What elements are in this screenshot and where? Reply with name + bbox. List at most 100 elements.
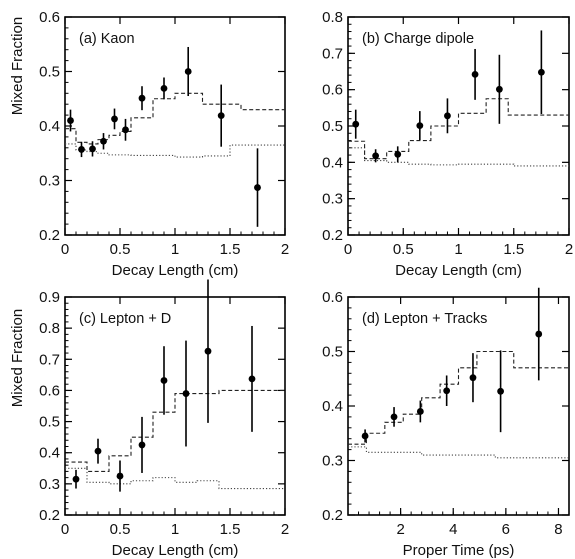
data-point bbox=[249, 376, 256, 383]
data-point bbox=[185, 68, 192, 75]
y-tick-label: 0.8 bbox=[39, 320, 60, 337]
x-tick-label: 0 bbox=[344, 241, 352, 258]
data-point bbox=[73, 476, 80, 483]
y-axis-label-bottom: Mixed Fraction bbox=[9, 309, 26, 407]
x-tick-label: 0.5 bbox=[110, 521, 131, 538]
x-tick-label: 4 bbox=[449, 521, 457, 538]
plot-frame bbox=[348, 297, 569, 515]
x-tick-label: 1 bbox=[171, 521, 179, 538]
data-point bbox=[117, 473, 124, 480]
y-axis-label-top: Mixed Fraction bbox=[9, 17, 26, 115]
data-point bbox=[362, 433, 369, 440]
dashed-step-curve bbox=[65, 93, 285, 144]
y-tick-label: 0.4 bbox=[39, 445, 60, 462]
plot-frame bbox=[65, 17, 285, 235]
x-axis-label: Decay Length (cm) bbox=[112, 542, 239, 559]
data-point bbox=[67, 117, 74, 124]
dotted-step-curve bbox=[348, 447, 569, 458]
x-tick-label: 2 bbox=[281, 521, 289, 538]
data-point bbox=[95, 448, 102, 455]
x-tick-label: 0 bbox=[61, 521, 69, 538]
chart-panel-2: 0 0.5 1 1.5 2 0.2 0.3 0.4 0.5 0.6 0.7 0.8 (b) Charge… bbox=[322, 9, 573, 279]
y-tick-label: 0.6 bbox=[322, 289, 343, 306]
data-point bbox=[254, 184, 261, 191]
data-point bbox=[416, 122, 423, 129]
data-point bbox=[496, 86, 503, 93]
chart-panel-3: 0 0.5 1 1.5 2 0.2 0.3 0.4 0.5 0.6 0.7 0.8 0.9 (c) Lep… bbox=[39, 280, 289, 559]
data-point bbox=[100, 138, 107, 145]
x-tick-label: 8 bbox=[554, 521, 562, 538]
y-tick-label: 0.5 bbox=[39, 64, 60, 81]
y-tick-label: 0.4 bbox=[322, 154, 343, 171]
data-point bbox=[139, 442, 146, 449]
x-tick-label: 2 bbox=[565, 241, 573, 258]
data-point bbox=[443, 387, 450, 394]
dashed-step-curve bbox=[348, 352, 569, 445]
data-point bbox=[161, 377, 168, 384]
y-tick-label: 0.4 bbox=[322, 398, 343, 415]
data-point bbox=[535, 331, 542, 338]
y-tick-label: 0.2 bbox=[39, 227, 60, 244]
data-point bbox=[538, 69, 545, 76]
y-tick-label: 0.6 bbox=[39, 382, 60, 399]
data-point bbox=[78, 146, 85, 153]
data-point bbox=[122, 126, 129, 133]
x-tick-label: 0.5 bbox=[110, 241, 131, 258]
data-point bbox=[139, 95, 146, 102]
panel-title: (b) Charge dipole bbox=[362, 31, 474, 47]
x-axis-label: Decay Length (cm) bbox=[112, 262, 239, 279]
y-tick-label: 0.9 bbox=[39, 289, 60, 306]
y-tick-label: 0.7 bbox=[322, 45, 343, 62]
chart-panel-1: 0 0.5 1 1.5 2 0.2 0.3 0.4 0.5 0.6 (a) Kaon Decay Le… bbox=[39, 9, 289, 279]
y-tick-label: 0.6 bbox=[39, 9, 60, 26]
x-tick-label: 6 bbox=[502, 521, 510, 538]
y-tick-label: 0.3 bbox=[39, 173, 60, 190]
x-tick-label: 1.5 bbox=[503, 241, 524, 258]
data-point bbox=[394, 151, 401, 158]
data-point bbox=[372, 152, 379, 159]
data-point bbox=[352, 121, 359, 128]
y-tick-label: 0.3 bbox=[322, 191, 343, 208]
panel-title: (a) Kaon bbox=[79, 31, 135, 47]
y-tick-label: 0.2 bbox=[322, 507, 343, 524]
y-tick-label: 0.6 bbox=[322, 82, 343, 99]
dashed-step-curve bbox=[348, 99, 569, 159]
dotted-step-curve bbox=[65, 144, 285, 157]
data-point bbox=[391, 414, 398, 421]
data-point bbox=[417, 408, 424, 415]
plot-frame bbox=[348, 17, 569, 235]
x-tick-label: 1.5 bbox=[220, 521, 241, 538]
data-point bbox=[497, 388, 504, 395]
x-tick-label: 2 bbox=[396, 521, 404, 538]
y-tick-label: 0.7 bbox=[39, 351, 60, 368]
y-tick-label: 0.5 bbox=[39, 414, 60, 431]
dotted-step-curve bbox=[348, 148, 569, 166]
x-tick-label: 0.5 bbox=[393, 241, 414, 258]
y-tick-label: 0.3 bbox=[39, 476, 60, 493]
y-tick-label: 0.8 bbox=[322, 9, 343, 26]
data-point bbox=[111, 116, 118, 123]
x-tick-label: 1 bbox=[454, 241, 462, 258]
y-tick-label: 0.5 bbox=[322, 118, 343, 135]
x-tick-label: 1 bbox=[171, 241, 179, 258]
panel-title: (d) Lepton + Tracks bbox=[362, 311, 487, 327]
y-tick-label: 0.3 bbox=[322, 453, 343, 470]
y-tick-label: 0.2 bbox=[322, 227, 343, 244]
data-point bbox=[205, 348, 212, 355]
panel-title: (c) Lepton + D bbox=[79, 311, 171, 327]
data-point bbox=[183, 390, 190, 397]
y-tick-label: 0.5 bbox=[322, 344, 343, 361]
data-point bbox=[161, 85, 168, 92]
y-tick-label: 0.2 bbox=[39, 507, 60, 524]
x-tick-label: 2 bbox=[281, 241, 289, 258]
x-tick-label: 0 bbox=[61, 241, 69, 258]
data-point bbox=[89, 145, 96, 152]
x-tick-label: 1.5 bbox=[220, 241, 241, 258]
data-point bbox=[472, 71, 479, 78]
data-point bbox=[470, 374, 477, 381]
data-point bbox=[218, 112, 225, 119]
x-axis-label: Proper Time (ps) bbox=[403, 542, 515, 559]
x-axis-label: Decay Length (cm) bbox=[395, 262, 522, 279]
data-point bbox=[444, 112, 451, 119]
